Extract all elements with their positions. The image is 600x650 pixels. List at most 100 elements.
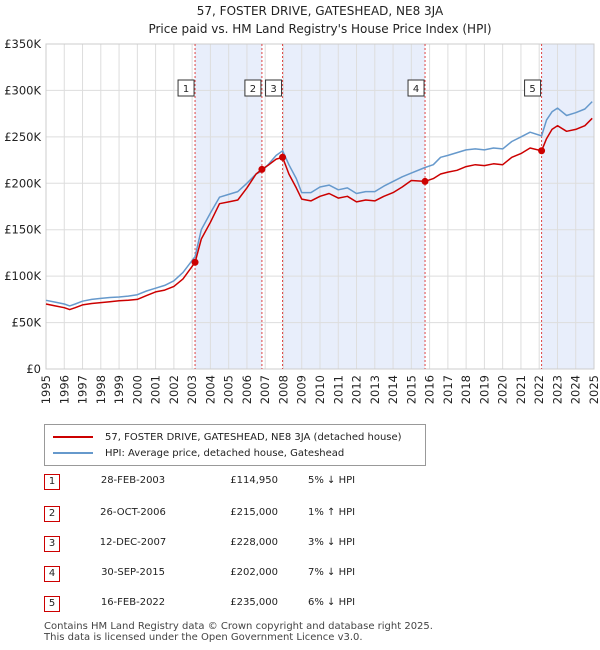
chart: 57, FOSTER DRIVE, GATESHEAD, NE8 3JA Pri… <box>4 4 600 404</box>
plot-area <box>45 43 595 370</box>
footer-copyright: Contains HM Land Registry data © Crown c… <box>44 621 433 632</box>
sale-number-badge: 5 <box>44 596 60 612</box>
sale-date: 16-FEB-2022 <box>100 597 166 608</box>
x-tick-label: 2005 <box>222 375 236 404</box>
legend-item-sold: 57, FOSTER DRIVE, GATESHEAD, NE8 3JA (de… <box>53 430 402 444</box>
sale-label-box <box>524 79 542 97</box>
grid <box>45 43 595 370</box>
y-tick-label: £250K <box>4 130 41 144</box>
x-tick-label: 2018 <box>459 375 473 404</box>
legend-swatch-hpi <box>53 452 93 454</box>
table-row: 3 12-DEC-2007 £228,000 3% ↓ HPI <box>40 536 460 552</box>
sale-hpi-diff: 1% ↑ HPI <box>308 507 356 518</box>
y-tick-label: £350K <box>4 37 41 51</box>
sale-number-badge: 4 <box>44 566 60 582</box>
x-tick-label: 2004 <box>203 375 217 404</box>
sale-label-box <box>244 79 262 97</box>
sale-number-badge: 3 <box>44 536 60 552</box>
x-tick-label: 1998 <box>94 375 108 404</box>
x-tick-label: 2024 <box>569 375 583 404</box>
sale-label-box <box>177 79 195 97</box>
y-tick-label: £300K <box>4 83 41 97</box>
sale-point <box>258 165 266 173</box>
sale-label-box <box>407 79 425 97</box>
x-tick-label: 2011 <box>331 375 345 404</box>
x-tick-label: 2016 <box>423 375 437 404</box>
y-tick-label: £50K <box>12 316 42 330</box>
shaded-period <box>541 44 594 369</box>
sale-points <box>191 147 546 266</box>
sale-hpi-diff: 3% ↓ HPI <box>308 537 356 548</box>
sale-price: £235,000 <box>230 597 278 608</box>
x-tick-label: 2009 <box>295 375 309 404</box>
hpi-line <box>45 101 593 307</box>
footer-licence: This data is licensed under the Open Gov… <box>44 632 363 643</box>
x-tick-label: 2022 <box>532 375 546 404</box>
x-tick-label: 1995 <box>39 375 53 404</box>
legend-label-sold: 57, FOSTER DRIVE, GATESHEAD, NE8 3JA (de… <box>105 431 402 443</box>
legend-item-hpi: HPI: Average price, detached house, Gate… <box>53 446 344 460</box>
sale-date: 26-OCT-2006 <box>100 507 166 518</box>
x-tick-label: 2006 <box>240 375 254 404</box>
sale-number-labels: 1 2 3 4 5 <box>177 79 542 97</box>
x-tick-label: 1997 <box>76 375 90 404</box>
sale-point <box>279 153 287 161</box>
x-tick-label: 2015 <box>404 375 418 404</box>
sale-point <box>421 177 429 185</box>
x-tick-label: 2023 <box>550 375 564 404</box>
x-tick-label: 2013 <box>368 375 382 404</box>
x-tick-label: 2017 <box>441 375 455 404</box>
series <box>45 101 593 311</box>
sale-label-number: 3 <box>270 84 276 95</box>
chart-title: 57, FOSTER DRIVE, GATESHEAD, NE8 3JA <box>197 4 444 18</box>
sale-date: 28-FEB-2003 <box>100 475 166 486</box>
x-tick-label: 2021 <box>514 375 528 404</box>
sale-price: £228,000 <box>230 537 278 548</box>
sale-hpi-diff: 5% ↓ HPI <box>308 475 356 486</box>
x-tick-label: 2007 <box>258 375 272 404</box>
sale-label-number: 5 <box>529 84 535 95</box>
x-tick-label: 2012 <box>350 375 364 404</box>
sale-hpi-diff: 7% ↓ HPI <box>308 567 356 578</box>
sale-label-box <box>265 79 283 97</box>
x-tick-label: 2019 <box>477 375 491 404</box>
legend: 57, FOSTER DRIVE, GATESHEAD, NE8 3JA (de… <box>44 424 426 466</box>
x-axis-ticks: 1995 1996 1997 1998 1999 2000 2001 2002 2003 2004… <box>39 375 600 404</box>
sale-label-number: 4 <box>413 84 419 95</box>
sale-price: £215,000 <box>230 507 278 518</box>
x-tick-label: 2002 <box>167 375 181 404</box>
x-tick-label: 2014 <box>386 375 400 404</box>
y-tick-label: £100K <box>4 269 41 283</box>
shaded-period <box>282 44 426 369</box>
x-tick-label: 1999 <box>112 375 126 404</box>
sale-date: 30-SEP-2015 <box>101 567 165 578</box>
sale-number-badge: 1 <box>44 474 60 490</box>
x-tick-label: 2008 <box>276 375 290 404</box>
x-tick-label: 1996 <box>57 375 71 404</box>
sale-point <box>538 147 546 155</box>
sale-price: £202,000 <box>230 567 278 578</box>
sale-number-badge: 2 <box>44 506 60 522</box>
sale-date: 12-DEC-2007 <box>99 537 167 548</box>
sale-price: £114,950 <box>230 475 278 486</box>
x-tick-label: 2010 <box>313 375 327 404</box>
sale-label-number: 1 <box>183 84 189 95</box>
x-tick-label: 2000 <box>130 375 144 404</box>
footer: Contains HM Land Registry data © Crown c… <box>44 621 433 643</box>
sold-price-line <box>45 117 593 311</box>
sale-hpi-diff: 6% ↓ HPI <box>308 597 356 608</box>
sale-label-number: 2 <box>250 84 256 95</box>
legend-swatch-sold <box>53 436 93 438</box>
x-tick-label: 2003 <box>185 375 199 404</box>
x-tick-label: 2001 <box>149 375 163 404</box>
legend-label-hpi: HPI: Average price, detached house, Gate… <box>105 447 345 459</box>
table-row: 4 30-SEP-2015 £202,000 7% ↓ HPI <box>40 566 460 582</box>
y-axis-ticks: £0 £50K £100K £150K £200K £250K £300K £350K <box>4 37 41 376</box>
x-tick-label: 2020 <box>496 375 510 404</box>
table-row: 1 28-FEB-2003 £114,950 5% ↓ HPI <box>40 474 460 490</box>
table-row: 2 26-OCT-2006 £215,000 1% ↑ HPI <box>40 506 460 522</box>
y-tick-label: £200K <box>4 176 41 190</box>
y-tick-label: £0 <box>26 362 41 376</box>
x-tick-label: 2025 <box>587 375 600 404</box>
chart-subtitle: Price paid vs. HM Land Registry's House … <box>148 22 491 36</box>
